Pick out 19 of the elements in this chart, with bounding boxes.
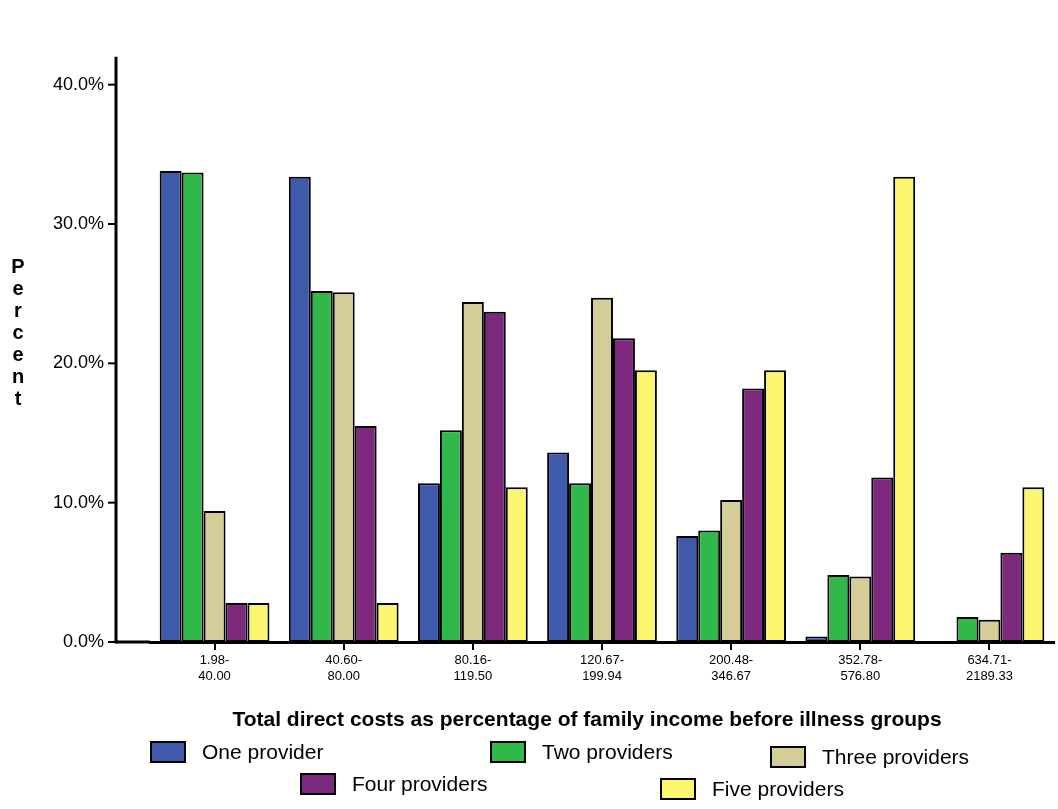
legend-label: One provider — [202, 740, 324, 764]
y-tick-label: 0.0% — [62, 630, 104, 651]
y-tick-label: 20.0% — [52, 352, 104, 373]
x-tick-label: 1.98-40.00 — [198, 652, 231, 683]
legend-label: Three providers — [822, 745, 970, 769]
y-tick-label: 10.0% — [52, 491, 104, 512]
y-axis-title: Percent — [10, 255, 26, 409]
y-tick-label: 40.0% — [52, 73, 104, 94]
x-tick-label: 634.71-2189.33 — [965, 652, 1013, 683]
x-tick-label: 200.48-346.67 — [709, 652, 754, 683]
x-tick-label: 80.16-119.50 — [453, 652, 493, 683]
y-tick-label: 30.0% — [52, 212, 104, 233]
legend-label: Two providers — [542, 740, 673, 764]
x-axis-title: Total direct costs as percentage of family income before illness groups — [231, 707, 943, 731]
x-tick-label: 120.67-199.94 — [579, 652, 625, 683]
x-tick-label: 352.78-576.80 — [838, 652, 883, 683]
legend-label: Five providers — [712, 777, 844, 801]
legend-label: Four providers — [352, 772, 488, 796]
x-tick-label: 40.60-80.00 — [325, 652, 363, 683]
